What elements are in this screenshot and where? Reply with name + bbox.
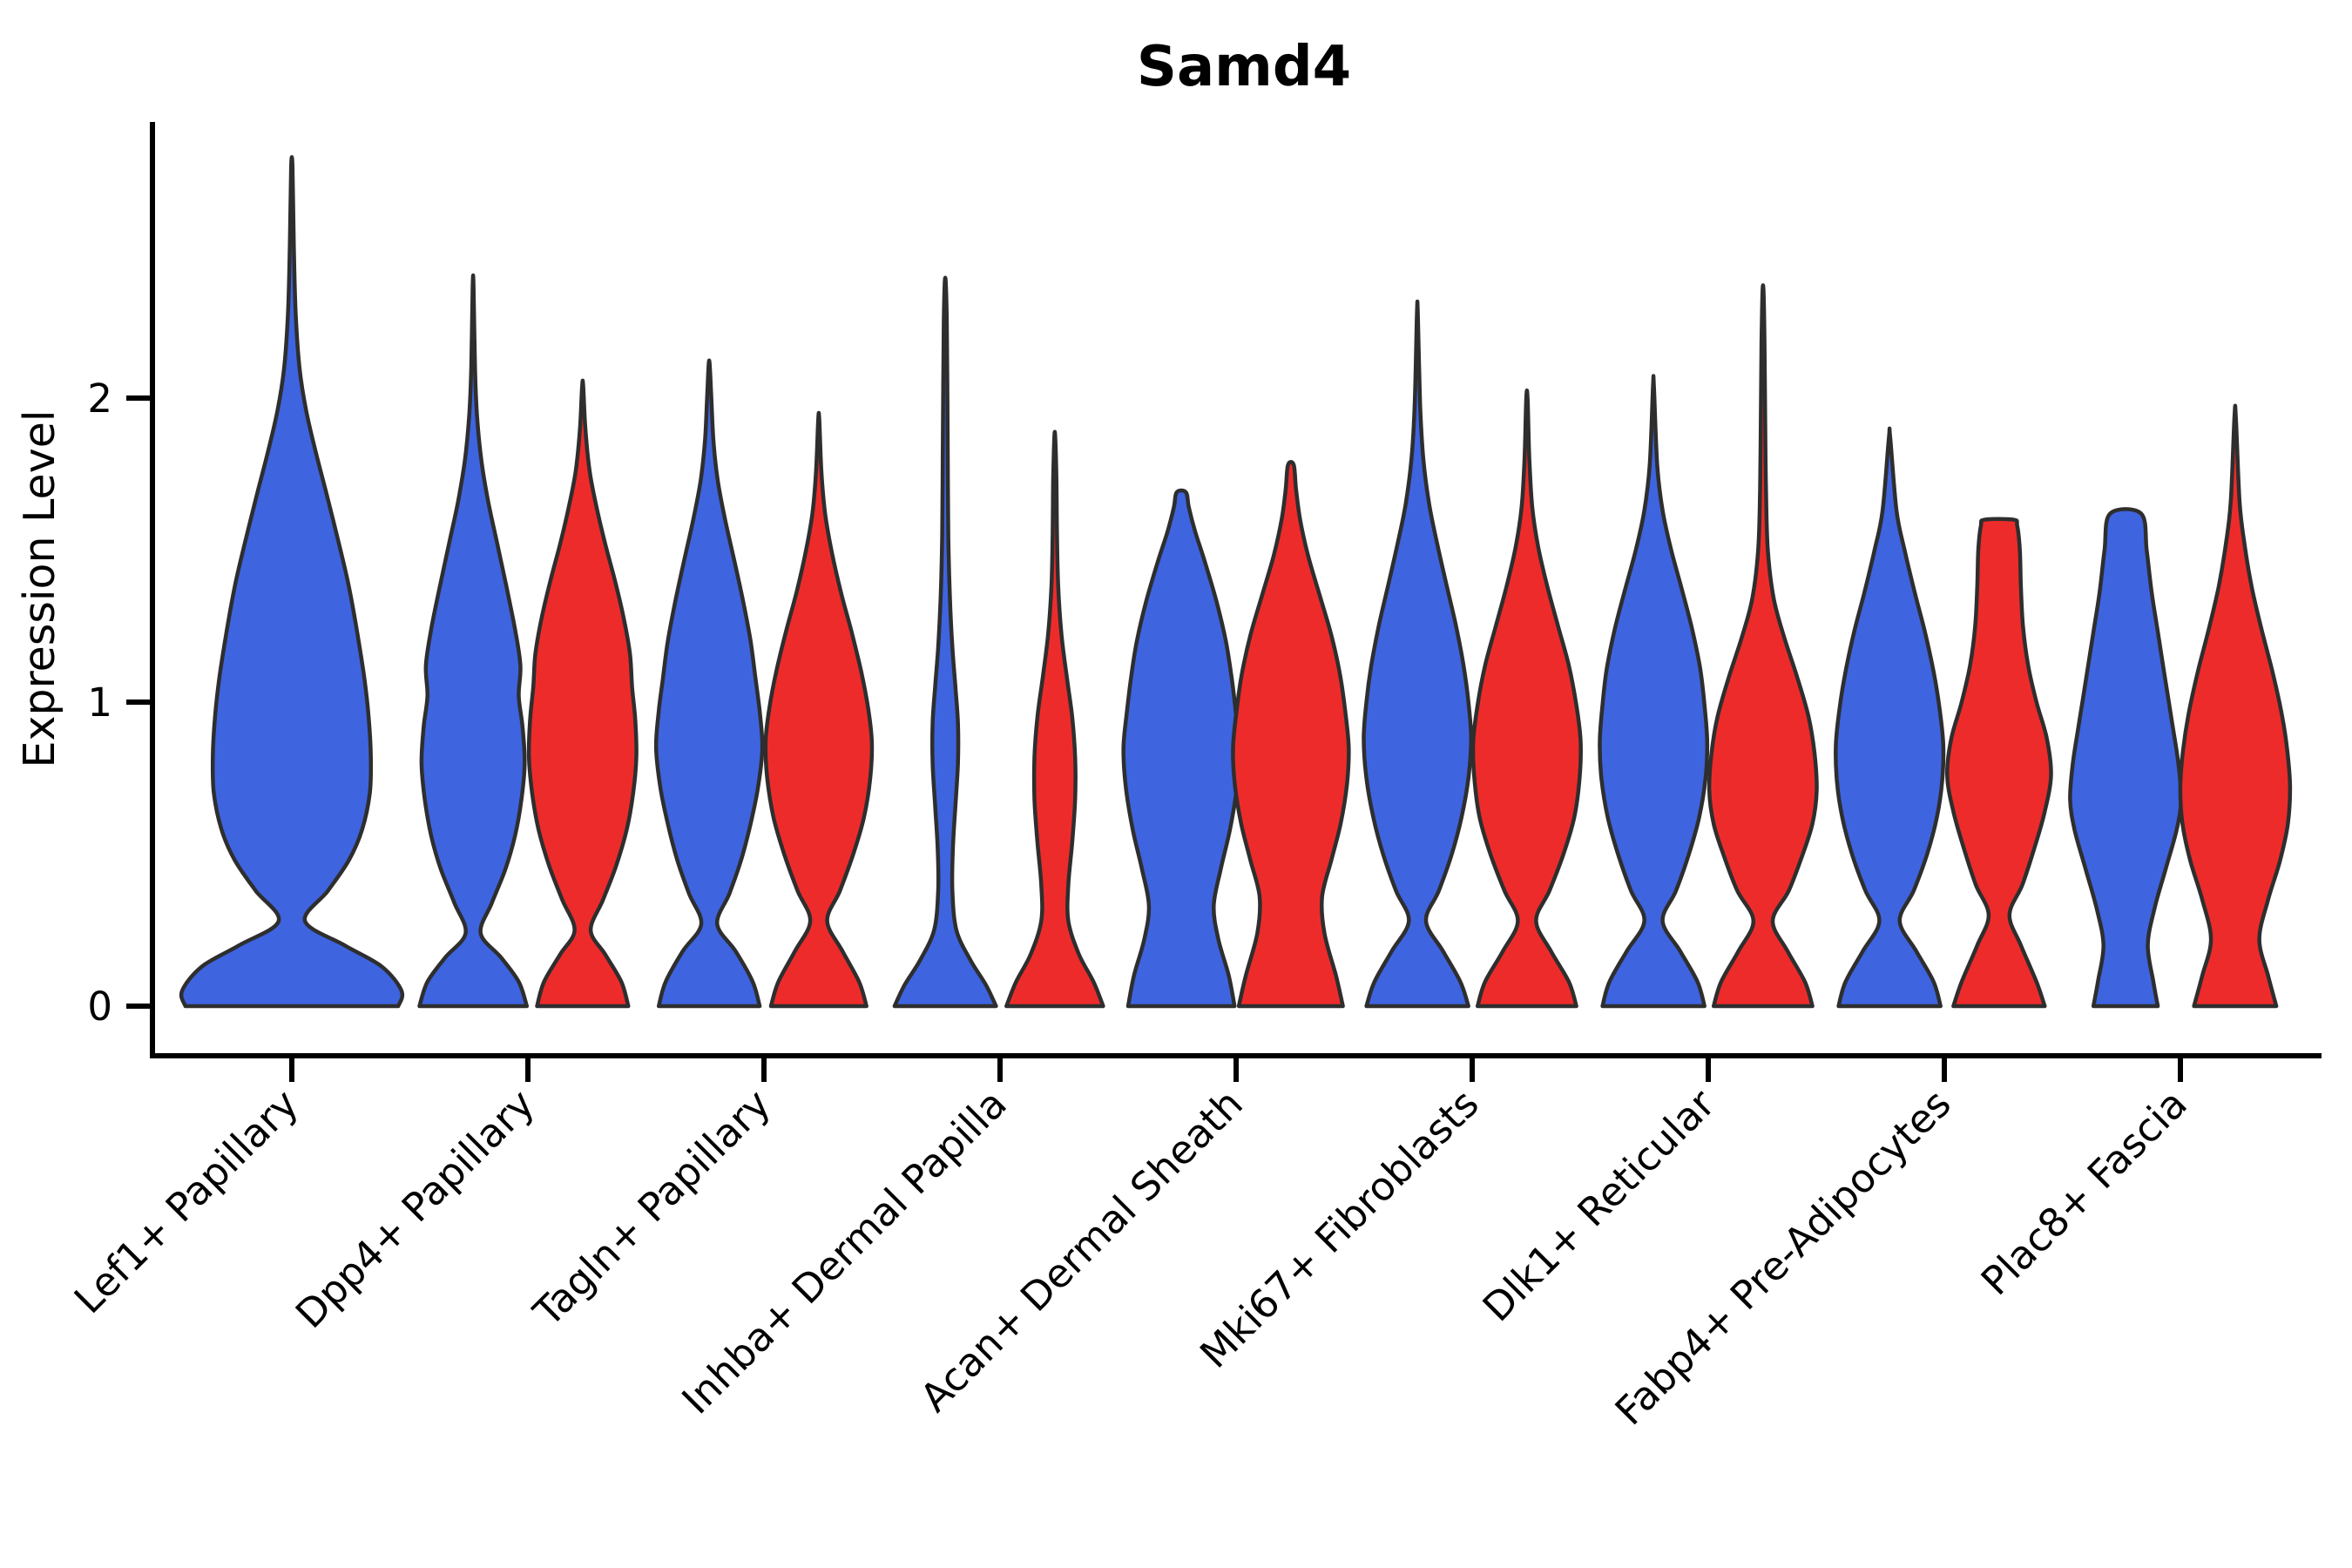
violin-dpp4-papillary-blue bbox=[417, 273, 530, 1009]
violin-inhba-dermal-papilla-red bbox=[1004, 429, 1105, 1009]
violin-acan-dermal-sheath-blue bbox=[1121, 488, 1241, 1009]
x-tick-label: Lef1+ Papillary bbox=[65, 1080, 308, 1322]
violin-mki67-fibroblasts-blue bbox=[1362, 299, 1474, 1009]
violin-plac8-fascia-red bbox=[2178, 403, 2293, 1009]
violin-tagln-papillary-red bbox=[763, 410, 875, 1009]
violin-acan-dermal-sheath-red bbox=[1231, 460, 1351, 1009]
y-tick-label: 1 bbox=[87, 679, 112, 726]
x-tick-label: Dpp4+ Papillary bbox=[287, 1080, 544, 1337]
violin-inhba-dermal-papilla-blue bbox=[892, 275, 998, 1009]
violin-fabp4-pre-adipocytes-red bbox=[1945, 517, 2053, 1009]
violin-dlk1-reticular-blue bbox=[1598, 374, 1710, 1009]
x-tick-label: Tagln+ Papillary bbox=[524, 1080, 780, 1335]
chart-title: Samd4 bbox=[1137, 35, 1351, 99]
violin-tagln-papillary-blue bbox=[653, 358, 765, 1009]
violin-lef1-papillary-blue bbox=[179, 155, 405, 1009]
violin-dlk1-reticular-red bbox=[1707, 283, 1819, 1009]
x-tick-label: Dlk1+ Reticular bbox=[1474, 1080, 1724, 1330]
violins-layer bbox=[179, 155, 2293, 1009]
violin-plac8-fascia-blue bbox=[2068, 507, 2184, 1009]
y-tick-label: 2 bbox=[87, 375, 112, 422]
y-axis-title: Expression Level bbox=[15, 410, 64, 768]
y-axis-ticks: 0 1 2 bbox=[87, 375, 152, 1030]
violin-fabp4-pre-adipocytes-blue bbox=[1834, 426, 1946, 1009]
violin-dpp4-papillary-red bbox=[526, 378, 639, 1009]
y-tick-label: 0 bbox=[87, 983, 112, 1030]
violin-mki67-fibroblasts-red bbox=[1470, 389, 1583, 1009]
x-tick-label: Plac8+ Fascia bbox=[1972, 1080, 2196, 1304]
